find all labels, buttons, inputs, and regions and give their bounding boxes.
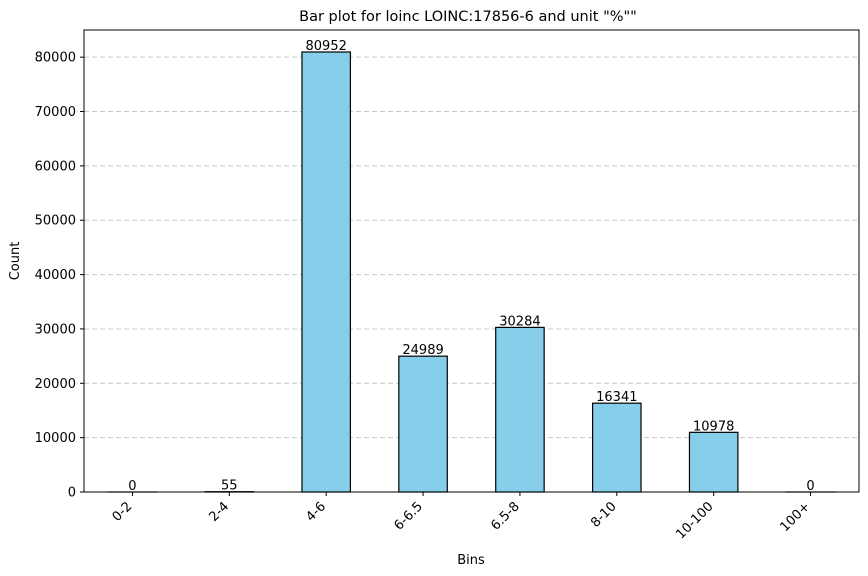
- x-tick-label: 10-100: [673, 499, 716, 542]
- y-axis-label: Count: [8, 242, 23, 281]
- data-labels: 0 55 80952 24989 30284 16341 10978 0: [128, 39, 814, 494]
- data-label: 55: [221, 479, 238, 494]
- y-tick-label: 70000: [35, 105, 76, 120]
- y-tick-label: 20000: [35, 377, 76, 392]
- x-tick-label: 4-6: [303, 499, 329, 525]
- x-tick-label: 2-4: [207, 499, 233, 525]
- grid-lines: [84, 56, 859, 439]
- data-label: 10978: [693, 419, 734, 434]
- y-tick-label: 60000: [35, 159, 76, 174]
- plot-frame: [83, 29, 860, 493]
- x-tick-label: 0-2: [110, 499, 136, 525]
- bars: [107, 51, 836, 493]
- bar-6.5-8: [495, 326, 545, 493]
- data-label: 80952: [306, 39, 347, 54]
- data-label: 24989: [402, 343, 443, 358]
- y-tick-label: 10000: [35, 431, 76, 446]
- x-tick-label: 6.5-8: [488, 499, 522, 533]
- y-tick-label: 50000: [35, 214, 76, 229]
- y-tick-label: 30000: [35, 322, 76, 337]
- x-tick-label: 8-10: [588, 499, 619, 530]
- bar-10-100: [688, 431, 739, 493]
- data-label: 0: [128, 479, 136, 494]
- bar-8-10: [591, 402, 642, 493]
- bar-4-6: [301, 51, 352, 493]
- y-tick-label: 0: [68, 486, 76, 501]
- data-label: 16341: [596, 390, 637, 405]
- y-tick-label: 40000: [35, 268, 76, 283]
- y-tick-label: 80000: [35, 51, 76, 66]
- bar-6-6.5: [398, 355, 448, 493]
- x-axis: 0-2 2-4 4-6 6-6.5 6.5-8 8-10 10-100 100+: [110, 492, 814, 542]
- y-axis: 0 10000 20000 30000 40000 50000 60000 70000 8000…: [35, 51, 84, 501]
- x-tick-label: 6-6.5: [391, 499, 425, 533]
- chart-title: Bar plot for loinc LOINC:17856-6 and uni…: [299, 9, 637, 25]
- data-label: 0: [806, 479, 814, 494]
- x-tick-label: 100+: [778, 499, 814, 535]
- data-label: 30284: [499, 314, 540, 329]
- x-axis-label: Bins: [457, 553, 485, 568]
